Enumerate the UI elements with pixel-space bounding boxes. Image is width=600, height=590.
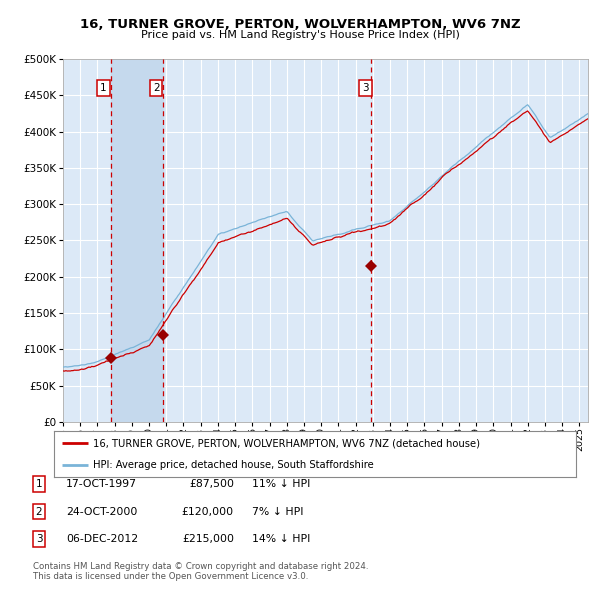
Text: 3: 3 — [362, 83, 369, 93]
Bar — [111, 59, 163, 422]
Text: 14% ↓ HPI: 14% ↓ HPI — [252, 535, 310, 544]
Text: 17-OCT-1997: 17-OCT-1997 — [66, 479, 137, 489]
Text: 11% ↓ HPI: 11% ↓ HPI — [252, 479, 310, 489]
Text: £87,500: £87,500 — [189, 479, 234, 489]
Text: 24-OCT-2000: 24-OCT-2000 — [66, 507, 137, 516]
Text: 2: 2 — [153, 83, 160, 93]
Text: Price paid vs. HM Land Registry's House Price Index (HPI): Price paid vs. HM Land Registry's House … — [140, 30, 460, 40]
Text: 7% ↓ HPI: 7% ↓ HPI — [252, 507, 304, 516]
Text: £120,000: £120,000 — [182, 507, 234, 516]
Text: 1: 1 — [100, 83, 107, 93]
Text: 06-DEC-2012: 06-DEC-2012 — [66, 535, 138, 544]
Text: 2: 2 — [35, 507, 43, 516]
Text: 3: 3 — [35, 535, 43, 544]
Text: Contains HM Land Registry data © Crown copyright and database right 2024.: Contains HM Land Registry data © Crown c… — [33, 562, 368, 571]
Text: 16, TURNER GROVE, PERTON, WOLVERHAMPTON, WV6 7NZ (detached house): 16, TURNER GROVE, PERTON, WOLVERHAMPTON,… — [93, 438, 480, 448]
Text: £215,000: £215,000 — [182, 535, 234, 544]
Text: 16, TURNER GROVE, PERTON, WOLVERHAMPTON, WV6 7NZ: 16, TURNER GROVE, PERTON, WOLVERHAMPTON,… — [80, 18, 520, 31]
Text: HPI: Average price, detached house, South Staffordshire: HPI: Average price, detached house, Sout… — [93, 460, 374, 470]
Text: 1: 1 — [35, 479, 43, 489]
Text: This data is licensed under the Open Government Licence v3.0.: This data is licensed under the Open Gov… — [33, 572, 308, 581]
